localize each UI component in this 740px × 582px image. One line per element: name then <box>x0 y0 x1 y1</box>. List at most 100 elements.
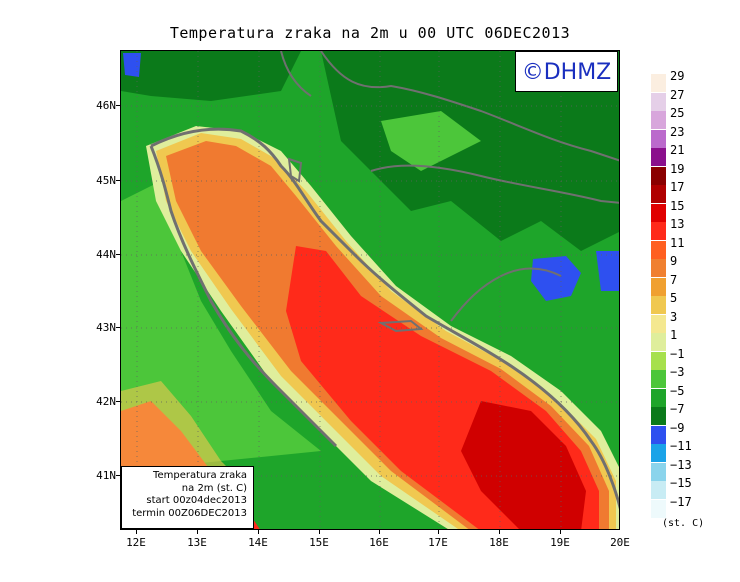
lon-label-12e: 12E <box>126 536 146 549</box>
legend-swatch <box>651 481 666 499</box>
legend-label: 27 <box>670 87 685 102</box>
legend-swatch <box>651 222 666 240</box>
lon-tick <box>499 530 500 534</box>
legend-label: −15 <box>670 476 692 490</box>
temperature-map <box>120 50 620 530</box>
legend-swatch <box>651 407 666 425</box>
legend-label: −11 <box>670 439 692 453</box>
info-line-1: Temperatura zraka <box>153 470 247 481</box>
cold-spot-e <box>531 256 581 301</box>
legend-swatch <box>651 499 666 518</box>
lat-label-41n: 41N <box>96 469 116 482</box>
island-krk <box>287 157 303 183</box>
info-box: Temperatura zraka na 2m (st. C) start 00… <box>121 466 254 529</box>
legend-label: 11 <box>670 235 685 250</box>
legend-swatch <box>651 296 666 314</box>
legend-label: −13 <box>670 457 692 472</box>
lon-tick <box>197 530 198 534</box>
lat-label-42n: 42N <box>96 395 116 408</box>
legend-label: 15 <box>670 198 685 213</box>
legend-swatch <box>651 351 666 370</box>
lat-label-46n: 46N <box>96 99 116 112</box>
info-line-3: start 00z04dec2013 <box>146 495 247 506</box>
legend-label: 29 <box>670 69 685 83</box>
legend-label: −7 <box>670 402 685 416</box>
legend-swatch <box>651 425 666 444</box>
cold-spot-east-edge <box>596 251 619 291</box>
alps-zone <box>121 51 301 101</box>
lon-label-14e: 14E <box>248 536 268 549</box>
highland-zone <box>321 51 619 251</box>
legend-label: 13 <box>670 217 685 231</box>
lat-label-44n: 44N <box>96 248 116 261</box>
legend-swatch <box>651 444 666 462</box>
legend-swatch <box>651 240 666 259</box>
map-canvas <box>121 51 619 529</box>
legend-swatch <box>651 333 666 351</box>
legend-label: −5 <box>670 383 685 398</box>
legend-swatch <box>651 203 666 222</box>
pannonia-lowland <box>381 111 481 171</box>
legend-swatch <box>651 92 666 111</box>
east-coastline <box>150 127 619 510</box>
lon-tick <box>379 530 380 534</box>
legend-label: −17 <box>670 494 692 509</box>
legend-swatch <box>651 259 666 277</box>
lon-tick <box>560 530 561 534</box>
lat-tick <box>116 180 120 181</box>
lon-label-16e: 16E <box>369 536 389 549</box>
legend-label: 25 <box>670 106 685 120</box>
lon-tick <box>258 530 259 534</box>
legend-swatch <box>651 370 666 388</box>
legend-label: −9 <box>670 420 685 435</box>
lat-tick <box>116 475 120 476</box>
dhmz-badge: ©DHMZ <box>515 51 618 92</box>
info-line-2: na 2m (st. C) <box>181 482 247 494</box>
legend-swatch <box>651 166 666 185</box>
legend-label: 17 <box>670 180 685 194</box>
slovenia-border <box>280 51 312 97</box>
sea-dark-red <box>461 401 586 529</box>
north-border <box>320 51 619 162</box>
legend-label: 3 <box>670 309 678 324</box>
legend-unit: (st. C) <box>662 518 705 529</box>
south-italy-yellow <box>121 381 251 491</box>
legend-label: 7 <box>670 272 678 287</box>
map-title: Temperatura zraka na 2m u 00 UTC 06DEC20… <box>169 24 571 42</box>
legend-swatch <box>651 462 666 481</box>
sava-border <box>370 164 619 204</box>
lon-label-20e: 20E <box>610 536 630 549</box>
lon-label-15e: 15E <box>309 536 329 549</box>
bih-border <box>450 267 562 322</box>
lat-tick <box>116 401 120 402</box>
legend-swatch <box>651 277 666 296</box>
legend-label: 23 <box>670 124 685 139</box>
lon-tick <box>136 530 137 534</box>
legend-swatch <box>651 148 666 166</box>
lon-label-17e: 17E <box>428 536 448 549</box>
italy-coastline <box>149 145 338 448</box>
legend-swatch <box>651 74 666 92</box>
lat-label-43n: 43N <box>96 321 116 334</box>
lat-tick <box>116 327 120 328</box>
lon-tick <box>438 530 439 534</box>
lon-label-19e: 19E <box>550 536 570 549</box>
legend-label: 21 <box>670 143 685 157</box>
graticule <box>121 51 619 529</box>
legend-label: −3 <box>670 365 685 379</box>
lon-label-13e: 13E <box>187 536 207 549</box>
cold-spot-nw <box>123 53 141 77</box>
legend-label: 5 <box>670 291 678 305</box>
legend-label: 19 <box>670 161 685 176</box>
legend-label: 1 <box>670 328 678 342</box>
lat-tick <box>116 105 120 106</box>
legend-label: −1 <box>670 346 685 361</box>
info-line-4: termin 00Z06DEC2013 <box>132 507 247 519</box>
legend-swatch <box>651 388 666 407</box>
lat-tick <box>116 254 120 255</box>
lon-tick <box>319 530 320 534</box>
lat-label-45n: 45N <box>96 174 116 187</box>
lon-label-18e: 18E <box>489 536 509 549</box>
legend-swatch <box>651 111 666 129</box>
legend-swatch <box>651 129 666 148</box>
